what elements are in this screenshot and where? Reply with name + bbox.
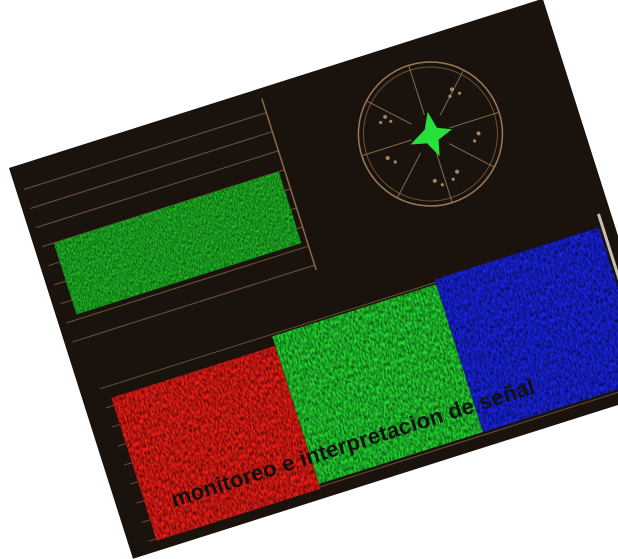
red-channel-trace (111, 345, 321, 541)
blue-channel-trace (434, 227, 618, 433)
vectorscope (357, 61, 504, 207)
rgb-parade (99, 213, 618, 542)
green-channel-trace (272, 284, 484, 485)
luma-waveform (24, 98, 317, 343)
